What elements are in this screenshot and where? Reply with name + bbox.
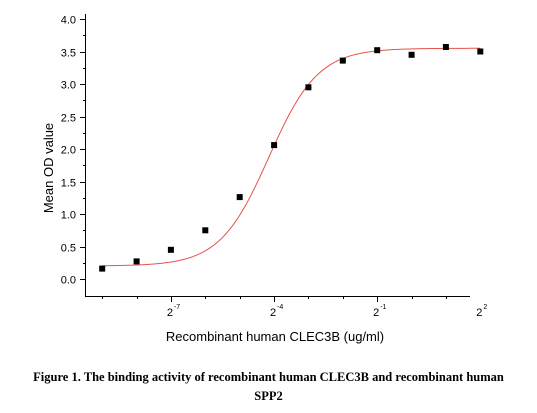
figure-caption: Figure 1. The binding activity of recomb… — [0, 368, 537, 406]
x-axis-title: Recombinant human CLEC3B (ug/ml) — [166, 329, 384, 344]
data-point — [339, 57, 346, 64]
x-tick-label: 2 — [270, 307, 276, 319]
fit-curve — [102, 47, 481, 267]
data-point — [408, 51, 415, 58]
caption-line-1: Figure 1. The binding activity of recomb… — [33, 370, 504, 384]
y-tick-label: 4.0 — [61, 15, 76, 27]
data-point — [305, 84, 312, 91]
y-tick-label: 2.0 — [61, 145, 76, 157]
x-tick-exponent: -7 — [174, 304, 180, 311]
y-axis: 0.0 0.5 1.0 1.5 2.0 2.5 3.0 3.5 4.0 — [61, 14, 86, 296]
x-tick-exponent: -1 — [380, 304, 386, 311]
data-point — [133, 258, 140, 265]
x-tick-label: 2 — [476, 307, 482, 319]
y-tick-label: 2.5 — [61, 113, 76, 125]
y-tick-label: 1.5 — [61, 178, 76, 190]
x-axis: 2 -7 2 -4 2 -1 2 2 — [85, 296, 487, 319]
y-ticks: 0.0 0.5 1.0 1.5 2.0 2.5 3.0 3.5 4.0 — [61, 15, 86, 287]
data-point — [374, 47, 381, 54]
y-tick-label: 1.0 — [61, 210, 76, 222]
y-axis-title: Mean OD value — [41, 123, 56, 213]
chart: 0.00.51.01.52.02.53.03.54.0 2 -7 2 -4 2 -1 2 2 … — [41, 14, 487, 344]
x-tick-exponent: 2 — [483, 304, 487, 311]
x-tick-label: 2 — [373, 307, 379, 319]
x-tick-label: 2 — [167, 307, 173, 319]
data-point — [236, 194, 243, 201]
y-tick-label: 0.0 — [61, 275, 76, 287]
data-point — [99, 265, 106, 272]
y-tick-label: 3.5 — [61, 48, 76, 60]
y-tick-label: 0.5 — [61, 243, 76, 255]
x-tick-exponent: -4 — [277, 304, 283, 311]
data-point — [271, 142, 278, 149]
data-point — [477, 48, 484, 55]
data-point — [167, 246, 174, 253]
caption-line-2: SPP2 — [254, 389, 283, 403]
data-point — [442, 44, 449, 50]
y-tick-label: 3.0 — [61, 80, 76, 92]
x-ticks: 2 -7 2 -4 2 -1 2 2 — [102, 296, 487, 319]
data-points — [99, 44, 484, 272]
data-point — [202, 227, 209, 234]
